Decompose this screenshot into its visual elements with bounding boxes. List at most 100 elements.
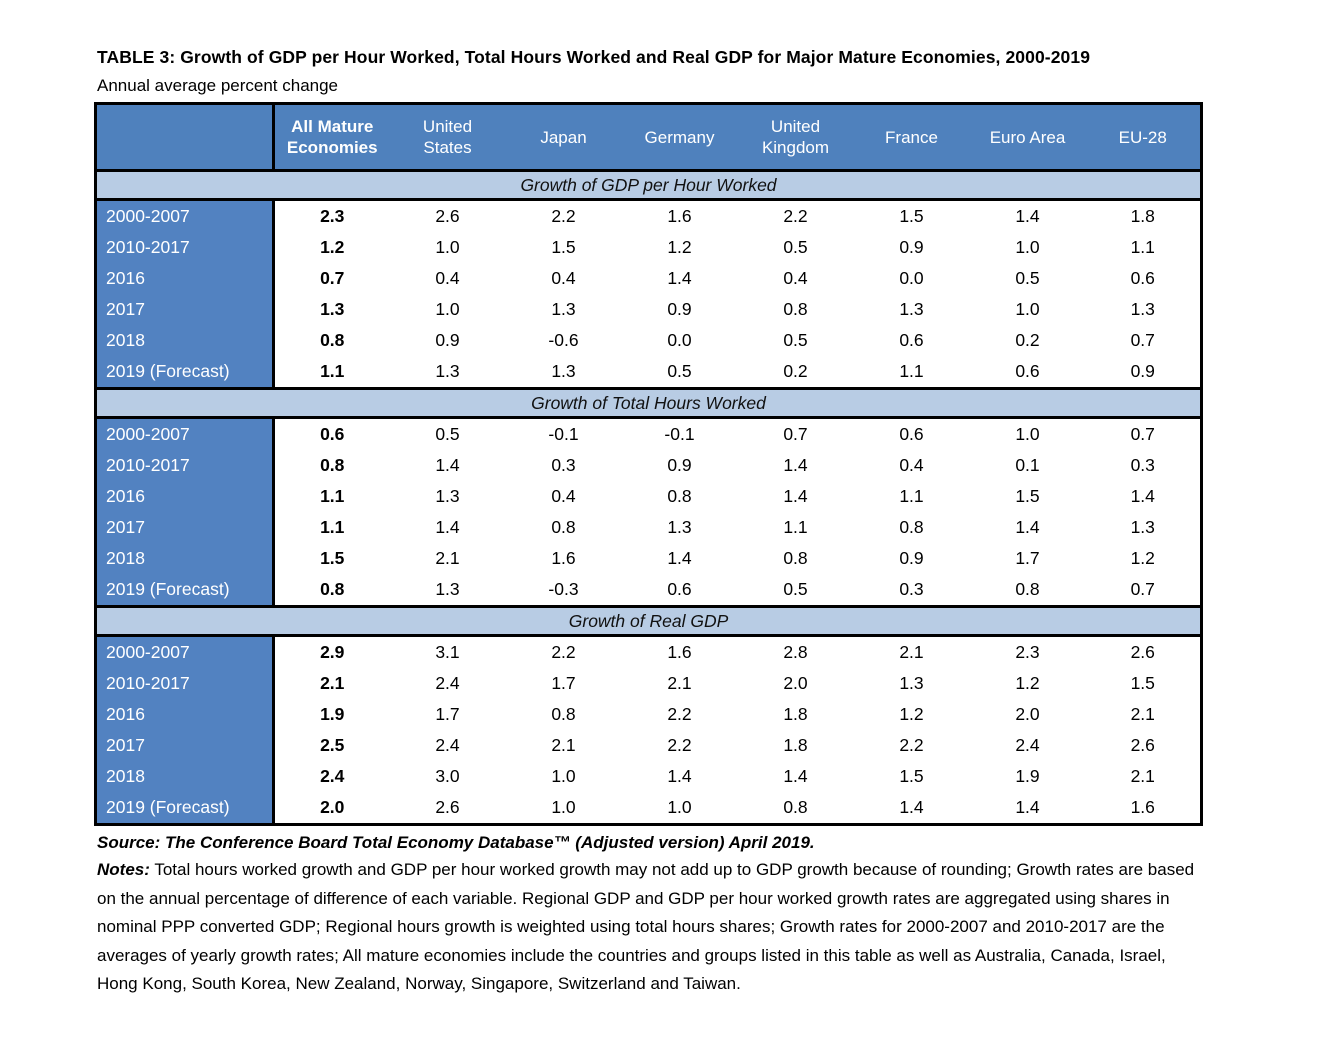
row-label: 2017 [95,730,275,761]
cell-value: 2.1 [621,668,738,699]
table-row: 2018 0.8 0.9 -0.6 0.0 0.5 0.6 0.2 0.7 [95,325,1202,356]
cell-value: 1.3 [853,294,970,325]
cell-value: 2.2 [505,199,622,232]
cell-value: 1.1 [1085,232,1202,263]
cell-value: 0.4 [853,450,970,481]
cell-value: 1.5 [969,481,1086,512]
cell-value: 0.8 [969,574,1086,607]
cell-value: 1.6 [1085,792,1202,825]
section-header-label: Growth of Total Hours Worked [95,387,1202,419]
cell-value: -0.1 [621,417,738,450]
cell-value: 2.2 [737,199,854,232]
row-label: 2017 [95,294,275,325]
cell-value: 0.9 [621,450,738,481]
cell-value: 0.0 [853,263,970,294]
cell-value: 0.9 [1085,356,1202,389]
table-row: 2016 0.7 0.4 0.4 1.4 0.4 0.0 0.5 0.6 [95,263,1202,294]
row-label: 2018 [95,543,275,574]
row-label: 2019 (Forecast) [95,792,275,825]
cell-value: 1.4 [1085,481,1202,512]
cell-value: 2.0 [737,668,854,699]
row-label: 2010-2017 [95,450,275,481]
cell-value: 0.7 [1085,325,1202,356]
cell-value: 0.8 [273,450,390,481]
cell-value: 0.5 [389,417,506,450]
cell-value: 2.1 [505,730,622,761]
section-header-label: Growth of Real GDP [95,605,1202,637]
cell-value: 1.0 [505,792,622,825]
corner-cell [95,103,275,172]
cell-value: 0.3 [505,450,622,481]
cell-value: 2.4 [969,730,1086,761]
column-header-eu-28: EU-28 [1085,103,1202,172]
cell-value: 1.5 [1085,668,1202,699]
cell-value: 0.8 [621,481,738,512]
cell-value: 1.0 [969,294,1086,325]
cell-value: 1.2 [273,232,390,263]
cell-value: 1.0 [389,232,506,263]
table-row: 2017 1.3 1.0 1.3 0.9 0.8 1.3 1.0 1.3 [95,294,1202,325]
cell-value: 1.0 [505,761,622,792]
cell-value: 1.2 [853,699,970,730]
section-header-band: Growth of Real GDP [95,605,1202,637]
cell-value: 0.3 [1085,450,1202,481]
cell-value: 1.4 [737,761,854,792]
table-row: 2010-2017 1.2 1.0 1.5 1.2 0.5 0.9 1.0 1.1 [95,232,1202,263]
cell-value: 1.3 [1085,294,1202,325]
cell-value: 2.0 [969,699,1086,730]
cell-value: 1.5 [505,232,622,263]
cell-value: 1.0 [969,232,1086,263]
row-label: 2018 [95,761,275,792]
column-header-row: All Mature Economies United States Japan… [95,103,1202,172]
cell-value: 0.0 [621,325,738,356]
cell-value: 1.3 [1085,512,1202,543]
cell-value: 0.8 [505,699,622,730]
table-row: 2018 1.5 2.1 1.6 1.4 0.8 0.9 1.7 1.2 [95,543,1202,574]
cell-value: 1.3 [273,294,390,325]
cell-value: 0.8 [737,294,854,325]
row-label: 2016 [95,263,275,294]
cell-value: 1.4 [389,450,506,481]
row-label: 2000-2007 [95,635,275,668]
cell-value: 0.8 [273,574,390,607]
cell-value: 1.5 [853,761,970,792]
cell-value: 1.8 [737,730,854,761]
cell-value: 1.8 [1085,199,1202,232]
cell-value: 0.6 [853,325,970,356]
cell-value: 1.2 [1085,543,1202,574]
cell-value: 0.8 [853,512,970,543]
cell-value: 1.8 [737,699,854,730]
row-label: 2010-2017 [95,232,275,263]
cell-value: 0.6 [273,417,390,450]
cell-value: 1.7 [505,668,622,699]
cell-value: 0.4 [389,263,506,294]
table-row: 2017 1.1 1.4 0.8 1.3 1.1 0.8 1.4 1.3 [95,512,1202,543]
notes-text: Total hours worked growth and GDP per ho… [97,860,1195,993]
cell-value: 1.6 [621,635,738,668]
column-header-all-mature-economies: All Mature Economies [273,103,390,172]
notes-paragraph: Notes: Total hours worked growth and GDP… [97,856,1202,999]
section-header-band: Growth of GDP per Hour Worked [95,169,1202,201]
cell-value: 0.3 [853,574,970,607]
cell-value: 1.4 [969,199,1086,232]
cell-value: 0.7 [1085,417,1202,450]
cell-value: 1.4 [621,543,738,574]
cell-value: 0.9 [853,232,970,263]
cell-value: 2.6 [1085,635,1202,668]
cell-value: 2.4 [389,730,506,761]
cell-value: 0.7 [273,263,390,294]
cell-value: 0.4 [505,481,622,512]
row-label: 2000-2007 [95,417,275,450]
cell-value: 0.9 [621,294,738,325]
table-row: 2010-2017 2.1 2.4 1.7 2.1 2.0 1.3 1.2 1.5 [95,668,1202,699]
cell-value: 1.5 [853,199,970,232]
row-label: 2016 [95,699,275,730]
table-row: 2016 1.1 1.3 0.4 0.8 1.4 1.1 1.5 1.4 [95,481,1202,512]
cell-value: -0.1 [505,417,622,450]
notes-label: Notes: [97,860,150,879]
cell-value: 0.4 [505,263,622,294]
cell-value: 3.1 [389,635,506,668]
cell-value: 2.8 [737,635,854,668]
table-row: 2018 2.4 3.0 1.0 1.4 1.4 1.5 1.9 2.1 [95,761,1202,792]
cell-value: 0.9 [853,543,970,574]
